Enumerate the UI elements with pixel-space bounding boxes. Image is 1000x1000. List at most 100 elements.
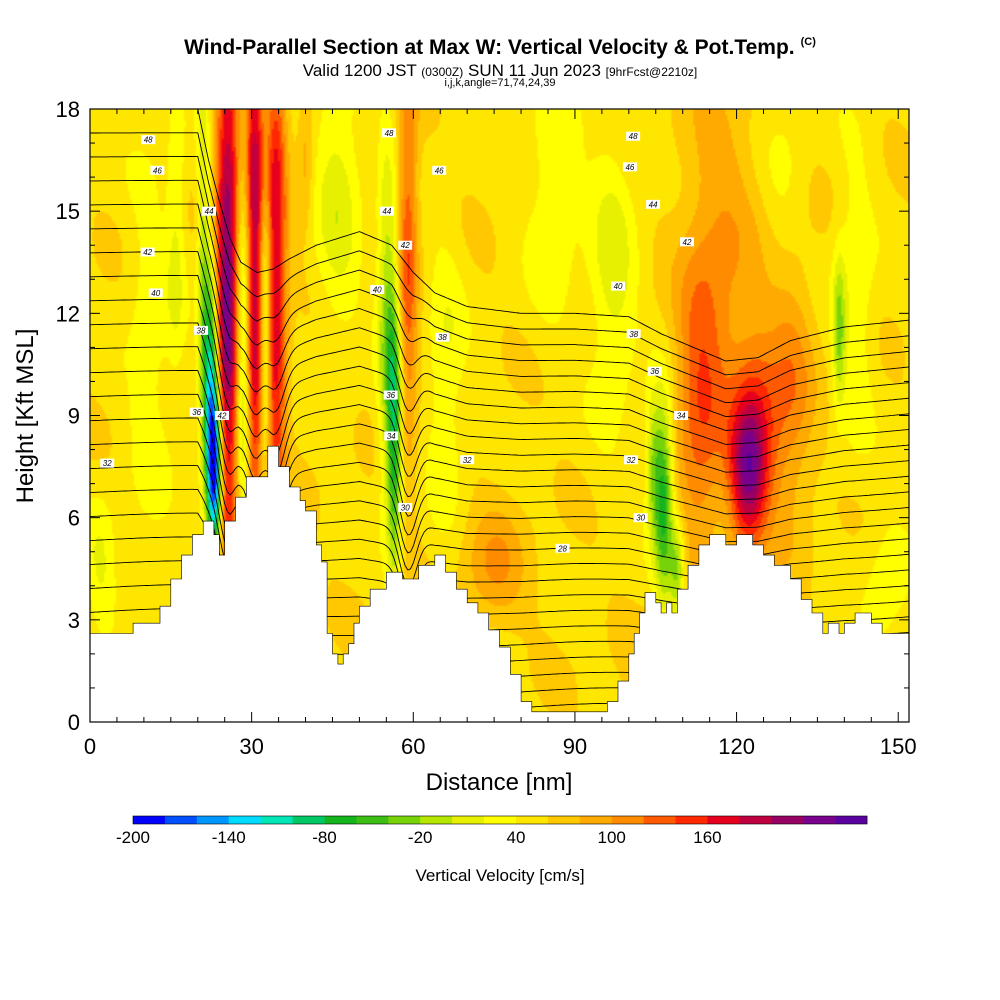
colorbar-swatch [133, 816, 166, 824]
contour-label: 30 [636, 514, 645, 523]
contour-label-bg [555, 543, 570, 553]
contour-label: 32 [463, 456, 472, 465]
theta-contour-line [90, 203, 909, 418]
colorbar-swatch [324, 816, 357, 824]
colorbar-swatch [388, 816, 421, 824]
contour-label-bg [382, 128, 397, 138]
colorbar-swatch [771, 816, 804, 824]
x-tick-label: 150 [880, 734, 917, 759]
contour-label-bg [189, 407, 204, 417]
chart-title-text: Wind-Parallel Section at Max W: Vertical… [184, 36, 795, 59]
contour-label: 36 [192, 408, 201, 417]
colorbar: -200 -140 -80 -20 40 100 160 [116, 815, 868, 847]
contour-label-bg [646, 199, 661, 209]
chart-title: Wind-Parallel Section at Max W: Vertical… [0, 36, 1000, 60]
colorbar-swatch [164, 816, 198, 824]
y-tick-label: 3 [68, 608, 80, 633]
contour-label: 32 [103, 459, 112, 468]
contour-label: 40 [151, 289, 160, 298]
colorbar-swatch [196, 816, 230, 824]
contour-label: 28 [557, 544, 567, 553]
contour-label: 48 [385, 129, 394, 138]
colorbar-swatch [611, 816, 644, 824]
colorbar-tick-label: 100 [598, 828, 626, 847]
contour-label-bg [633, 513, 648, 523]
contour-label-bg [150, 165, 165, 175]
colorbar-swatch [356, 816, 389, 824]
contour-label: 42 [218, 412, 227, 421]
valid-prefix: Valid 1200 JST [302, 61, 417, 80]
y-tick-label: 6 [68, 506, 80, 531]
contour-label: 36 [386, 391, 395, 400]
colorbar-tick-label: -20 [408, 828, 433, 847]
colorbar-tick-label: -200 [116, 828, 150, 847]
theta-contour-line [90, 346, 909, 501]
contour-label-bg [626, 329, 641, 339]
terrain-fill [90, 445, 909, 722]
x-tick-label: 120 [718, 734, 755, 759]
contour-label-bg [370, 284, 385, 294]
colorbar-swatch [547, 816, 581, 824]
contour-label: 30 [401, 503, 410, 512]
contour-label-bg [460, 455, 475, 465]
contour-label-bg [611, 281, 626, 291]
y-tick-label: 9 [68, 404, 80, 429]
terrain [90, 445, 909, 722]
contour-labels: 48 46 44 42 40 38 36 42 32 48 46 44 42 40 38 36 34 32 30 28… [100, 128, 695, 553]
theta-contour-line [90, 179, 909, 404]
contour-label: 48 [144, 136, 153, 145]
contour-label: 46 [625, 163, 634, 172]
colorbar-title: Vertical Velocity [cm/s] [415, 866, 584, 885]
contour-label: 38 [197, 326, 206, 335]
y-axis-title: Height [Kft MSL] [12, 329, 39, 504]
contour-label-bg [674, 411, 689, 420]
colorbar-tick-label: -140 [212, 828, 246, 847]
valid-time: Valid 1200 JST (0300Z) SUN 11 Jun 2023 [… [0, 61, 1000, 81]
colorbar-swatch [643, 816, 676, 824]
contour-label-bg [193, 325, 208, 335]
valid-utc: (0300Z) [421, 65, 464, 79]
theta-contour-line [90, 393, 909, 537]
contour-label-bg [379, 206, 394, 216]
y-tick-label: 12 [56, 301, 80, 326]
colorbar-swatch [260, 816, 293, 824]
theta-contour-line [90, 109, 909, 362]
theta-contour-line [90, 322, 909, 487]
contour-label-bg [398, 502, 413, 512]
theta-contour-line [90, 156, 909, 390]
colorbar-swatch [707, 816, 740, 824]
contour-label-bg [626, 131, 641, 141]
x-tick-label: 0 [84, 734, 96, 759]
x-tick-label: 90 [563, 734, 587, 759]
y-tick-label: 18 [56, 97, 80, 122]
colorbar-swatch [228, 816, 261, 824]
copyright-mark: (C) [800, 36, 816, 48]
contour-label: 38 [438, 333, 447, 342]
contour-label: 32 [627, 456, 636, 465]
colorbar-swatch [452, 816, 485, 824]
contour-label-bg [384, 431, 399, 441]
contour-label-bg [202, 206, 217, 216]
colorbar-swatch [579, 816, 612, 824]
colorbar-swatch [484, 816, 517, 824]
theta-contour-line [90, 298, 909, 473]
theta-contour-line [90, 132, 909, 376]
contour-label-bg [622, 162, 637, 172]
colorbar-tick-label: -80 [312, 828, 337, 847]
contour-label: 44 [649, 200, 658, 209]
contour-label: 44 [382, 207, 391, 216]
colorbar-swatch [515, 816, 549, 824]
contour-label: 34 [387, 432, 396, 441]
colorbar-swatch [675, 816, 708, 824]
y-tick-label: 15 [56, 199, 80, 224]
contour-label-bg [141, 135, 156, 145]
theta-contour-line [90, 251, 909, 445]
x-tick-label: 30 [239, 734, 263, 759]
colorbar-swatch [835, 816, 868, 824]
x-axis-title: Distance [nm] [426, 769, 573, 796]
section-params: i,j,k,angle=71,74,24,39 [444, 77, 556, 89]
contour-label: 38 [629, 330, 638, 339]
contour-label: 44 [205, 207, 214, 216]
